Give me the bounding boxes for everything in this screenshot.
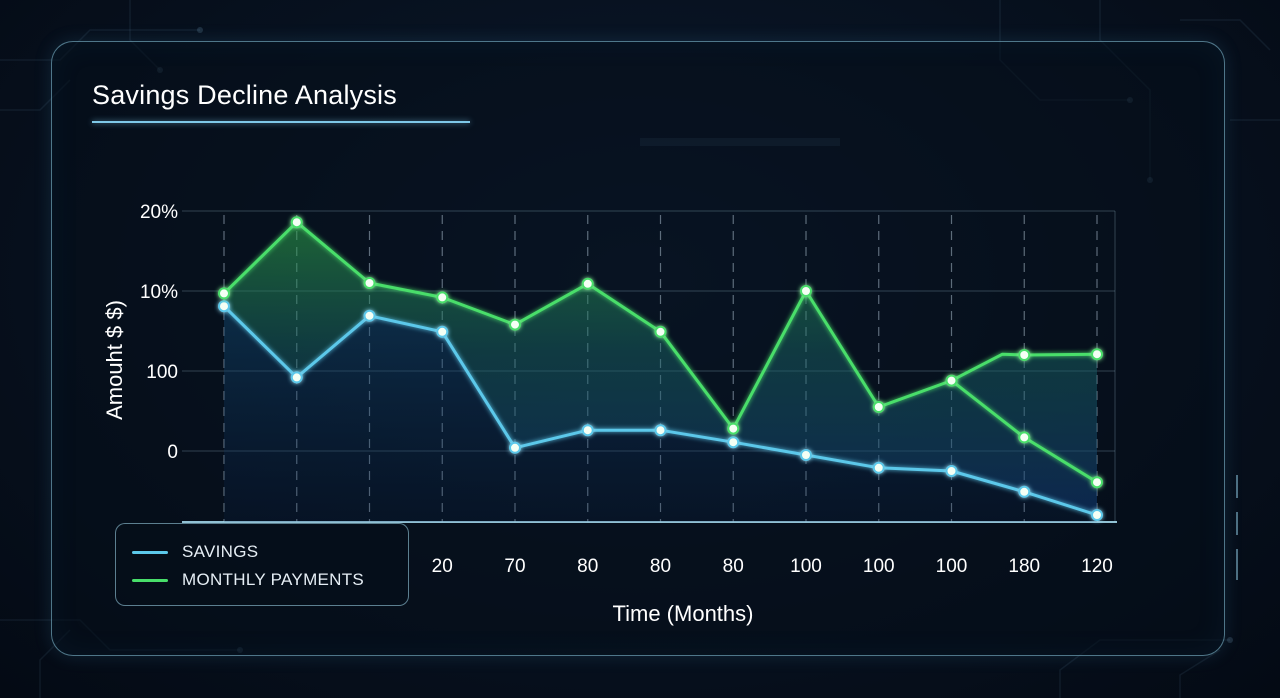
x-axis-label: Time (Months): [613, 601, 754, 626]
monthly-payments-point: [872, 401, 885, 413]
savings-point: [509, 441, 521, 454]
legend: SAVINGS MONTHLY PAYMENTS: [115, 523, 409, 606]
monthly-payments-branch-point: [1018, 431, 1031, 444]
monthly-payments-point: [436, 291, 449, 304]
y-tick-label: 20%: [140, 202, 178, 223]
x-tick-label: 80: [723, 556, 744, 577]
legend-swatch-savings: [132, 550, 168, 554]
savings-point: [945, 465, 958, 477]
monthly-payments-point: [945, 374, 958, 387]
legend-item-monthly-payments: MONTHLY PAYMENTS: [132, 570, 364, 590]
y-tick-label: 0: [167, 442, 178, 463]
y-tick-label: 100: [146, 362, 178, 383]
monthly-payments-point: [581, 277, 594, 290]
x-tick-label: 80: [650, 556, 671, 577]
legend-label-monthly-payments: MONTHLY PAYMENTS: [182, 570, 365, 589]
chart-title: Savings Decline Analysis: [92, 80, 397, 110]
title-underline: [92, 121, 470, 123]
savings-point: [290, 371, 303, 384]
monthly-payments-point: [654, 325, 667, 338]
monthly-payments-point: [290, 216, 303, 229]
savings-point: [363, 309, 376, 322]
savings-point: [218, 300, 230, 313]
y-tick-labels: 20% 10% 100 0: [140, 202, 178, 463]
savings-point: [1018, 485, 1031, 498]
savings-point: [800, 449, 812, 461]
monthly-payments-point: [363, 277, 376, 289]
savings-point: [727, 436, 740, 449]
monthly-payments-point: [1091, 348, 1103, 361]
x-tick-label: 20: [432, 556, 453, 577]
x-tick-label: 100: [790, 556, 822, 577]
monthly-payments-point: [1018, 349, 1031, 361]
savings-point: [872, 461, 885, 474]
monthly-payments-point: [727, 422, 740, 435]
monthly-payments-point: [800, 285, 812, 297]
savings-point: [654, 424, 667, 437]
monthly-payments-line: [222, 220, 1099, 431]
legend-swatch-monthly-payments: [132, 578, 168, 582]
monthly-payments-point: [218, 287, 230, 300]
savings-point: [1091, 509, 1103, 521]
savings-point: [581, 424, 594, 437]
x-tick-labels: 20 70 80 80 80 100 100 100 180 120: [432, 556, 1113, 577]
legend-item-savings: SAVINGS: [132, 542, 258, 562]
monthly-payments-point: [509, 318, 521, 331]
y-axis-label: Amouht $ $): [102, 300, 127, 420]
area-between-series: [224, 222, 1097, 515]
savings-point: [436, 325, 449, 338]
x-tick-label: 120: [1081, 556, 1113, 577]
x-tick-label: 80: [577, 556, 598, 577]
x-tick-label: 100: [863, 556, 895, 577]
legend-label-savings: SAVINGS: [182, 542, 259, 561]
series-points: [218, 216, 1103, 521]
x-tick-label: 180: [1008, 556, 1040, 577]
y-tick-label: 10%: [140, 282, 178, 303]
monthly-payments-branch-point: [1091, 476, 1103, 489]
x-tick-label: 100: [936, 556, 968, 577]
x-tick-label: 70: [504, 556, 525, 577]
